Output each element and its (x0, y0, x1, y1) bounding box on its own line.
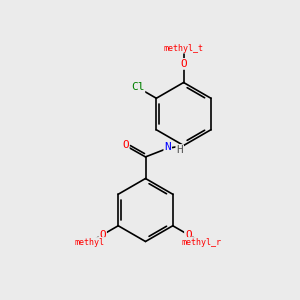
Text: methyl_r: methyl_r (182, 238, 221, 247)
Text: O: O (180, 59, 187, 69)
Text: methyl_t: methyl_t (164, 44, 204, 53)
Text: O: O (185, 230, 192, 240)
Text: O: O (99, 230, 106, 240)
Text: H: H (176, 145, 183, 155)
Text: methyl: methyl (75, 238, 105, 247)
Text: Cl: Cl (131, 82, 144, 92)
Text: O: O (122, 140, 129, 150)
Text: N: N (164, 142, 171, 152)
